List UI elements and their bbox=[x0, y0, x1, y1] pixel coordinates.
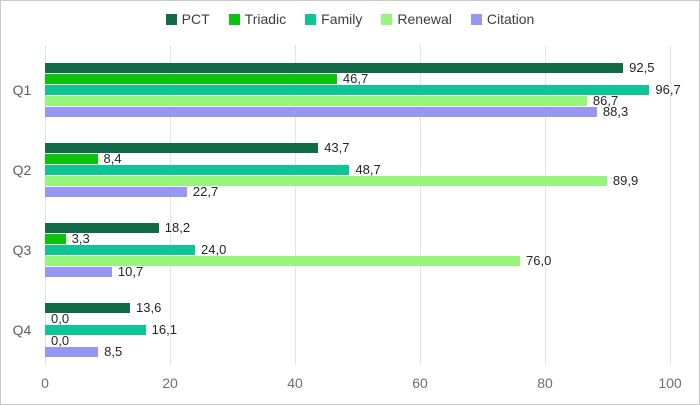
category-band-q1: Q1 92,5 46,7 96,7 86,7 88,3 bbox=[13, 45, 681, 125]
plot-area: Q1 92,5 46,7 96,7 86,7 88,3 Q2 43,7 8,4 48,7 89,9 2… bbox=[13, 45, 681, 365]
category-band-q4: Q4 13,6 0,0 16,1 0,0 8,5 bbox=[13, 285, 670, 365]
bar-renewal-q2[interactable] bbox=[45, 176, 607, 186]
legend: PCT Triadic Family Renewal Citation bbox=[0, 9, 700, 29]
bar-value-label: 22,7 bbox=[192, 184, 219, 199]
bar-family-q2[interactable] bbox=[45, 165, 350, 175]
legend-item-label: Renewal bbox=[397, 11, 452, 27]
bar-row-q2-pct: 43,7 bbox=[45, 140, 670, 155]
x-tick-label-100: 100 bbox=[658, 375, 682, 391]
legend-item-renewal[interactable]: Renewal bbox=[381, 11, 452, 27]
bar-value-label: 10,7 bbox=[117, 264, 144, 279]
bar-pct-q2[interactable] bbox=[45, 143, 319, 153]
legend-swatch-icon bbox=[381, 13, 393, 25]
bar-value-label: 89,9 bbox=[612, 173, 639, 188]
legend-swatch-icon bbox=[305, 13, 317, 25]
bar-value-label: 48,7 bbox=[355, 162, 381, 177]
bar-row-q3-renewal: 76,0 bbox=[45, 253, 670, 268]
bar-citation-q1[interactable] bbox=[45, 107, 597, 117]
bar-row-q1-renewal: 86,7 bbox=[45, 93, 670, 108]
bar-row-q3-family: 24,0 bbox=[45, 242, 670, 257]
category-label-q3: Q3 bbox=[12, 242, 32, 258]
category-band-q2: Q2 43,7 8,4 48,7 89,9 22,7 bbox=[13, 125, 670, 205]
bar-pct-q4[interactable] bbox=[45, 303, 130, 313]
bar-renewal-q1[interactable] bbox=[45, 96, 587, 106]
bar-row-q1-family: 96,7 bbox=[45, 83, 681, 96]
legend-item-label: Triadic bbox=[244, 11, 287, 27]
bar-value-label: 43,7 bbox=[324, 140, 350, 155]
bar-triadic-q1[interactable] bbox=[45, 74, 337, 84]
legend-item-label: Family bbox=[321, 11, 363, 27]
bar-row-q4-pct: 13,6 bbox=[45, 300, 670, 315]
bar-citation-q2[interactable] bbox=[45, 187, 187, 197]
bar-row-q2-citation: 22,7 bbox=[45, 184, 670, 199]
category-label-q1: Q1 bbox=[12, 82, 32, 98]
legend-swatch-icon bbox=[228, 13, 240, 25]
gridline-100 bbox=[669, 45, 671, 365]
bar-renewal-q3[interactable] bbox=[45, 256, 520, 266]
bar-row-q3-triadic: 3,3 bbox=[45, 231, 670, 246]
bar-pct-q3[interactable] bbox=[45, 223, 159, 233]
bar-value-label: 96,7 bbox=[655, 82, 681, 97]
gridline-80 bbox=[544, 45, 546, 365]
bar-row-q4-citation: 8,5 bbox=[45, 344, 670, 359]
bar-row-q2-renewal: 89,9 bbox=[45, 173, 670, 188]
bar-value-label: 0,0 bbox=[51, 333, 70, 348]
bar-value-label: 8,4 bbox=[103, 151, 122, 166]
legend-item-label: Citation bbox=[486, 11, 535, 27]
bar-value-label: 18,2 bbox=[164, 220, 191, 235]
x-tick-label-40: 40 bbox=[287, 375, 303, 391]
gridline-0 bbox=[44, 45, 46, 365]
bar-citation-q4[interactable] bbox=[45, 347, 99, 357]
bar-row-q3-pct: 18,2 bbox=[45, 220, 670, 235]
bar-family-q1[interactable] bbox=[45, 85, 650, 95]
category-label-q2: Q2 bbox=[12, 162, 32, 178]
bar-value-label: 3,3 bbox=[71, 231, 90, 246]
bar-value-label: 13,6 bbox=[136, 300, 162, 315]
legend-item-family[interactable]: Family bbox=[305, 12, 362, 26]
legend-swatch-icon bbox=[470, 13, 482, 25]
bar-triadic-q3[interactable] bbox=[45, 234, 66, 244]
legend-item-triadic[interactable]: Triadic bbox=[228, 11, 287, 27]
legend-item-citation[interactable]: Citation bbox=[470, 11, 535, 27]
x-tick-label-0: 0 bbox=[41, 375, 49, 391]
x-tick-label-60: 60 bbox=[412, 375, 428, 391]
bar-value-label: 24,0 bbox=[201, 242, 227, 257]
x-axis: 0 20 40 60 80 100 bbox=[41, 374, 682, 392]
x-tick-label-20: 20 bbox=[162, 375, 178, 391]
bar-value-label: 92,5 bbox=[629, 60, 655, 75]
bar-value-label: 86,7 bbox=[592, 93, 619, 108]
bar-citation-q3[interactable] bbox=[45, 267, 112, 277]
bar-pct-q1[interactable] bbox=[45, 63, 624, 73]
legend-item-label: PCT bbox=[181, 11, 210, 27]
bar-row-q2-triadic: 8,4 bbox=[45, 151, 670, 166]
bar-row-q3-citation: 10,7 bbox=[45, 264, 670, 279]
gridline-20 bbox=[169, 45, 171, 365]
bar-value-label: 88,3 bbox=[602, 104, 629, 119]
bar-value-label: 16,1 bbox=[151, 322, 177, 337]
legend-item-pct[interactable]: PCT bbox=[165, 11, 210, 27]
gridline-40 bbox=[294, 45, 296, 365]
bar-row-q4-renewal: 0,0 bbox=[45, 333, 670, 348]
bar-family-q3[interactable] bbox=[45, 245, 195, 255]
gridline-60 bbox=[419, 45, 421, 365]
bar-row-q4-family: 16,1 bbox=[45, 322, 670, 337]
bar-value-label: 46,7 bbox=[342, 71, 369, 86]
bar-triadic-q2[interactable] bbox=[45, 154, 98, 164]
x-tick-label-80: 80 bbox=[537, 375, 553, 391]
category-label-q4: Q4 bbox=[12, 322, 32, 338]
bar-row-q1-pct: 92,5 bbox=[45, 60, 670, 75]
legend-swatch-icon bbox=[165, 13, 177, 25]
bar-value-label: 76,0 bbox=[526, 253, 552, 268]
bar-row-q1-triadic: 46,7 bbox=[45, 71, 670, 86]
bar-value-label: 8,5 bbox=[104, 344, 123, 359]
bar-family-q4[interactable] bbox=[45, 325, 146, 335]
bar-row-q1-citation: 88,3 bbox=[45, 104, 670, 119]
bar-value-label: 0,0 bbox=[51, 311, 70, 326]
bar-row-q4-triadic: 0,0 bbox=[45, 311, 670, 326]
bar-row-q2-family: 48,7 bbox=[45, 162, 670, 177]
category-band-q3: Q3 18,2 3,3 24,0 76,0 10,7 bbox=[13, 205, 670, 285]
